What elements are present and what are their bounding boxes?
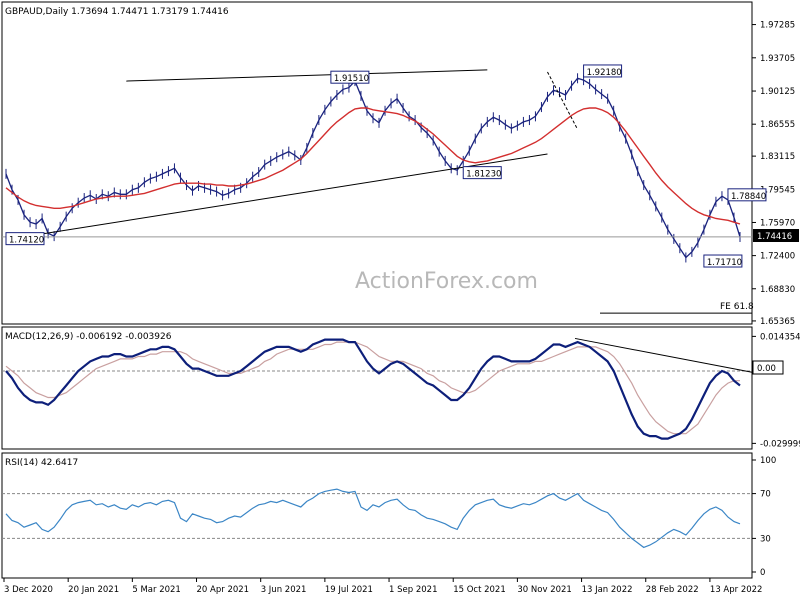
fe-label: FE 61.8 [720,302,754,312]
annotation-label: 1.71710 [707,258,742,268]
annotation-box [330,70,370,84]
rsi-y-tick-label: 100 [760,456,776,466]
rsi-y-tick-label: 30 [760,534,771,544]
annotation-box [727,188,767,202]
x-tick-label: 3 Jun 2021 [261,585,307,595]
rsi-y-tick-label: 0 [760,568,765,578]
x-tick-label: 3 Dec 2020 [4,585,53,595]
macd-current-label: 0.00 [757,364,776,374]
annotation-label: 1.81230 [466,170,501,180]
annotation-label: 1.74120 [9,236,44,246]
price-plot [2,69,752,314]
annotation-box [5,232,45,246]
macd-panel-frame [1,326,753,450]
annotation-box [583,64,623,78]
current-price-label: 1.74416 [757,232,792,242]
rsi-panel-frame [1,452,753,579]
rsi-panel: RSI(14) 42.6417 100 70 30 0 [1,452,776,579]
rsi-line [5,488,741,549]
annotation-label: 1.91510 [334,74,369,84]
price-y-tick-label: 1.86555 [760,120,795,130]
macd-line [5,338,741,440]
price-panel: GBPAUD,Daily 1.73694 1.74471 1.73179 1.7… [1,1,799,327]
macd-y-tick-label: 0.014354 [760,332,800,342]
price-title: GBPAUD,Daily 1.73694 1.74471 1.73179 1.7… [5,7,229,17]
price-y-tick-label: 1.75970 [760,218,795,228]
x-axis: 3 Dec 2020 20 Jan 2021 5 Mar 2021 20 Apr 20… [3,578,763,595]
current-price-box [753,229,799,242]
price-annotations: 1.74120 1.91510 1.81230 1.92180 1.78840 1.717… [5,64,767,268]
moving-average-line [5,107,741,225]
macd-signal-line [5,341,740,435]
price-y-tick-label: 1.72400 [760,252,795,262]
rsi-plot [2,488,752,549]
macd-trendline [574,337,753,373]
watermark-text: ActionForex.com [355,269,538,294]
price-y-tick-label: 1.97285 [760,21,795,31]
price-y-tick-label: 1.79545 [760,185,795,195]
macd-title: MACD(12,26,9) -0.006192 -0.003926 [5,332,172,342]
support-trendline [5,153,548,241]
rsi-y-axis: 100 70 30 0 [752,456,776,578]
x-tick-label: 20 Jan 2021 [68,585,119,595]
macd-plot [2,337,753,440]
price-panel-frame [1,1,753,325]
resistance-trendline [126,69,488,82]
x-tick-label: 13 Jan 2022 [582,585,633,595]
price-y-axis: 1.97285 1.93705 1.90125 1.86555 1.83115 1.795… [752,21,795,327]
x-tick-label: 28 Feb 2022 [646,585,699,595]
annotation-box [462,166,502,180]
price-y-tick-label: 1.83115 [760,152,795,162]
macd-panel: MACD(12,26,9) -0.006192 -0.003926 0.0143… [1,326,800,450]
annotation-label: 1.78840 [731,192,766,202]
price-y-tick-label: 1.90125 [760,87,795,97]
price-y-tick-label: 1.68830 [760,285,795,295]
dashed-projection [547,71,579,130]
price-y-tick-label: 1.93705 [760,54,795,64]
macd-y-tick-label: -0.029999 [760,439,800,449]
x-tick-label: 30 Nov 2021 [517,585,571,595]
x-tick-label: 20 Apr 2021 [197,585,250,595]
macd-y-axis: 0.014354 0.00 -0.029999 [752,332,800,449]
x-tick-label: 15 Oct 2021 [453,585,506,595]
x-tick-label: 5 Mar 2021 [132,585,180,595]
annotation-box [703,254,743,268]
x-tick-label: 19 Jul 2021 [325,585,373,595]
x-tick-label: 1 Sep 2021 [389,585,437,595]
x-tick-label: 13 Apr 2022 [710,585,763,595]
price-y-tick-label: 1.65365 [760,317,795,327]
macd-current-box [752,360,784,375]
annotation-label: 1.92180 [587,68,622,78]
rsi-y-tick-label: 70 [760,490,771,500]
rsi-title: RSI(14) 42.6417 [5,458,78,468]
